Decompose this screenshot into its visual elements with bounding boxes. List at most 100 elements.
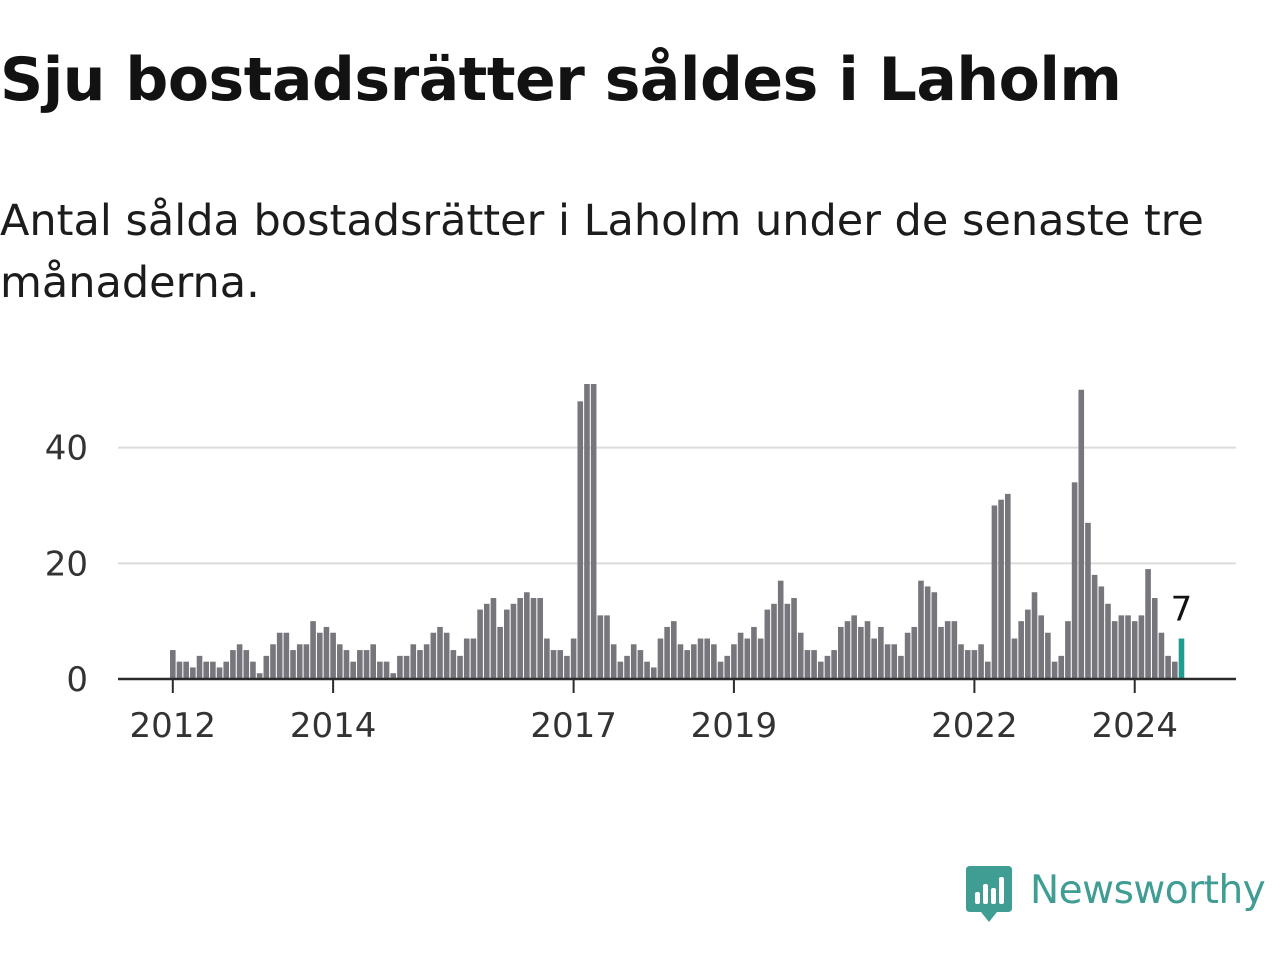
bar xyxy=(457,655,463,679)
bar xyxy=(1145,569,1151,679)
bar xyxy=(797,632,804,679)
bar xyxy=(1031,592,1038,679)
bar xyxy=(878,626,884,679)
bar xyxy=(216,667,223,679)
bar xyxy=(964,650,971,679)
bar xyxy=(898,655,904,679)
bar xyxy=(671,621,677,679)
bar xyxy=(777,580,784,679)
bar xyxy=(1071,482,1078,679)
bar xyxy=(1098,586,1105,679)
bar xyxy=(1078,389,1085,679)
bar xyxy=(477,609,483,679)
bar xyxy=(203,661,209,679)
bar xyxy=(724,655,731,679)
bar xyxy=(564,655,570,679)
axes xyxy=(118,677,1236,693)
bar xyxy=(170,650,176,679)
bar xyxy=(931,592,938,679)
bar xyxy=(403,655,410,679)
bar xyxy=(771,603,777,679)
bar xyxy=(1085,522,1091,679)
bar xyxy=(1138,615,1145,679)
bar xyxy=(744,638,751,679)
bar xyxy=(630,644,637,679)
bar xyxy=(838,626,844,679)
bar xyxy=(270,644,276,679)
bar xyxy=(557,650,564,679)
bar xyxy=(1038,615,1044,679)
bar xyxy=(383,661,390,679)
bar xyxy=(296,644,303,679)
bar xyxy=(624,655,630,679)
bar xyxy=(1018,621,1024,679)
bar xyxy=(904,632,911,679)
x-tick-label: 2017 xyxy=(530,706,617,746)
bar xyxy=(290,650,296,679)
bar xyxy=(984,661,991,679)
bar xyxy=(691,644,697,679)
bar xyxy=(577,401,584,679)
bar xyxy=(377,661,383,679)
bar xyxy=(751,626,757,679)
bar xyxy=(443,632,450,679)
bar-highlight xyxy=(1178,638,1185,679)
bar xyxy=(590,384,597,679)
bar xyxy=(210,661,216,679)
bar xyxy=(343,650,350,679)
bar xyxy=(544,638,550,679)
bar xyxy=(1118,615,1125,679)
bar xyxy=(1165,655,1171,679)
bar xyxy=(357,650,363,679)
bar xyxy=(504,609,510,679)
bar xyxy=(390,673,397,679)
bar xyxy=(657,638,664,679)
bar xyxy=(437,626,443,679)
x-tick-label: 2024 xyxy=(1091,706,1178,746)
bar xyxy=(250,661,256,679)
y-tick-label: 40 xyxy=(45,429,88,469)
bar xyxy=(183,661,189,679)
bar xyxy=(236,644,243,679)
bar xyxy=(817,661,824,679)
bar xyxy=(911,626,918,679)
bar xyxy=(323,626,330,679)
bar xyxy=(650,667,657,679)
bar xyxy=(1058,655,1065,679)
bar xyxy=(303,644,310,679)
brand-name: Newsworthy xyxy=(1030,868,1266,913)
bar xyxy=(924,586,931,679)
bar xyxy=(1011,638,1018,679)
bar xyxy=(524,592,530,679)
bar xyxy=(1172,661,1178,679)
chart-title: Sju bostadsrätter såldes i Laholm xyxy=(0,45,1122,115)
bar xyxy=(350,661,356,679)
bar xyxy=(283,632,290,679)
x-tick-label: 2014 xyxy=(290,706,377,746)
bar xyxy=(1005,493,1011,679)
y-tick-label: 20 xyxy=(45,544,88,584)
bar xyxy=(617,661,624,679)
y-tick-label: 0 xyxy=(66,660,88,700)
bar xyxy=(570,638,577,679)
bar xyxy=(223,661,230,679)
bar xyxy=(1131,621,1138,679)
bar xyxy=(938,626,944,679)
bar xyxy=(450,650,457,679)
bar xyxy=(958,644,964,679)
x-tick-label: 2022 xyxy=(931,706,1018,746)
bar xyxy=(483,603,490,679)
bar xyxy=(190,667,196,679)
bar xyxy=(1025,609,1031,679)
bar xyxy=(497,626,503,679)
bar xyxy=(330,632,336,679)
bar xyxy=(370,644,376,679)
bar xyxy=(537,598,543,679)
bar xyxy=(784,603,791,679)
bar xyxy=(517,598,523,679)
bar xyxy=(664,626,670,679)
bar xyxy=(831,650,837,679)
bar xyxy=(824,655,831,679)
bar xyxy=(637,650,644,679)
